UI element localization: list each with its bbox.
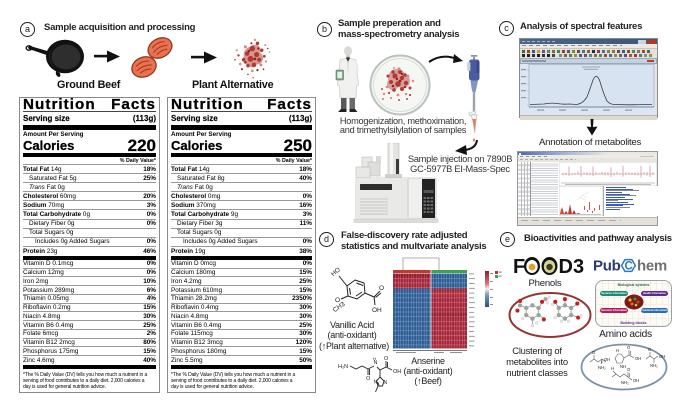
svg-text:O: O [379,285,384,292]
svg-text:CH3: CH3 [332,301,347,314]
svg-text:hem: hem [637,258,667,275]
svg-text:NH: NH [620,364,626,369]
svg-text:O: O [366,376,371,382]
svg-text:H: H [611,366,614,371]
svg-text:Pub: Pub [593,258,621,275]
svg-text:N: N [374,380,378,386]
svg-text:N: N [374,360,378,366]
svg-text:NH₂: NH₂ [621,380,629,385]
svg-text:OH: OH [659,354,665,359]
svg-text:H: H [373,356,376,361]
svg-text:F: F [513,256,525,276]
svg-text:H: H [616,348,619,353]
svg-text:O: O [335,297,340,304]
svg-text:OH: OH [393,369,401,375]
svg-text:NH₂: NH₂ [650,363,658,368]
svg-text:O: O [648,347,652,352]
svg-text:OH: OH [604,357,610,362]
svg-text:O: O [627,345,631,350]
svg-text:O: O [592,350,596,355]
svg-text:HO: HO [330,266,342,278]
svg-text:NH₂: NH₂ [598,365,606,370]
svg-text:O: O [627,367,631,372]
svg-text:OH: OH [372,307,382,314]
svg-text:D: D [559,256,573,276]
svg-text:OH: OH [635,356,641,361]
svg-text:OH: OH [633,378,639,383]
svg-text:H₂N: H₂N [338,364,348,370]
svg-text:C: C [625,261,633,273]
svg-text:O: O [384,356,389,362]
svg-text:N: N [384,380,388,386]
svg-text:3: 3 [573,256,584,276]
